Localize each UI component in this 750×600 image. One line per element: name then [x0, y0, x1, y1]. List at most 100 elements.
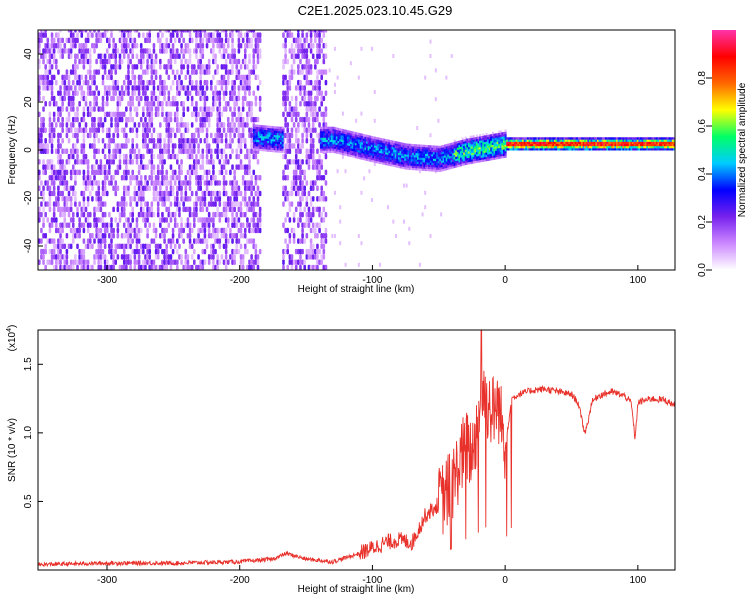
heatmap-cell [393, 153, 396, 157]
heatmap-cell [222, 42, 226, 49]
heatmap-cell [250, 138, 253, 144]
heatmap-cell [76, 90, 79, 96]
heatmap-cell [254, 148, 257, 151]
heatmap-cell [410, 154, 413, 158]
heatmap-cell [82, 111, 86, 118]
heatmap-cell [201, 111, 205, 118]
heatmap-cell [361, 157, 364, 160]
heatmap-cell [139, 42, 143, 49]
heatmap-cell [282, 174, 285, 181]
heatmap-cell [216, 138, 219, 144]
heatmap-cell [82, 211, 86, 218]
heatmap-cell [480, 135, 483, 139]
heatmap-cell [61, 122, 64, 128]
heatmap-cell [91, 180, 94, 186]
heatmap-cell [450, 164, 453, 167]
heatmap-cell [464, 162, 467, 166]
heatmap-cell [216, 148, 219, 155]
heatmap-cell [118, 58, 122, 65]
heatmap-cell [326, 128, 329, 132]
heatmap-cell [445, 148, 448, 151]
heatmap-cell [229, 58, 232, 65]
heatmap-cell [324, 180, 328, 186]
heatmap-cell [284, 116, 287, 123]
heatmap-cell [309, 201, 313, 207]
heatmap-cell [239, 201, 243, 207]
heatmap-cell [246, 148, 249, 155]
heatmap-cell [314, 30, 317, 33]
heatmap-cell [186, 95, 190, 102]
heatmap-cell [498, 147, 501, 151]
heatmap-cell [195, 159, 198, 165]
heatmap-cell [218, 132, 222, 139]
heatmap-cell [237, 190, 241, 197]
heatmap-cell [161, 101, 164, 107]
heatmap-cell [320, 233, 324, 239]
heatmap-cell [50, 32, 54, 38]
heatmap-cell [386, 139, 389, 142]
heatmap-cell [71, 132, 75, 139]
heatmap-cell [63, 148, 67, 155]
heatmap-cell [161, 111, 164, 118]
heatmap-cell [82, 64, 86, 70]
heatmap-cell [469, 140, 472, 143]
heatmap-cell [142, 111, 145, 118]
heatmap-cell [61, 222, 64, 228]
heatmap-cell [88, 111, 92, 118]
heatmap-cell [322, 243, 326, 250]
heatmap-cell [180, 190, 183, 197]
heatmap-cell [515, 148, 518, 151]
heatmap-cell [316, 243, 319, 250]
heatmap-cell [377, 143, 380, 147]
heatmap-cell [101, 254, 105, 260]
heatmap-cell [311, 53, 315, 60]
heatmap-cell [231, 180, 234, 186]
heatmap-cell [59, 143, 62, 149]
heatmap-cell [496, 156, 499, 160]
heatmap-cell [324, 126, 327, 130]
heatmap-cell [327, 146, 330, 149]
heatmap-cell [254, 143, 257, 147]
heatmap-cell [161, 264, 164, 270]
heatmap-cell [112, 64, 115, 70]
heatmap-cell [220, 138, 224, 144]
heatmap-cell [305, 106, 309, 112]
heatmap-cell [86, 111, 90, 118]
heatmap-cell [467, 153, 470, 156]
heatmap-cell [351, 139, 354, 143]
heatmap-cell [343, 142, 346, 145]
heatmap-cell [307, 190, 311, 197]
heatmap-cell [307, 159, 311, 165]
heatmap-cell [463, 158, 466, 162]
heatmap-cell [188, 211, 192, 218]
heatmap-cell [184, 122, 188, 128]
heatmap-cell [54, 148, 58, 155]
heatmap-cell [74, 174, 77, 181]
heatmap-cell [233, 201, 236, 207]
heatmap-cell [309, 95, 313, 102]
heatmap-cell [216, 132, 219, 139]
heatmap-cell [402, 142, 405, 146]
heatmap-cell [394, 154, 397, 157]
heatmap-cell [332, 144, 335, 147]
heatmap-cell [241, 174, 245, 181]
heatmap-cell [265, 140, 268, 143]
heatmap-cell [350, 143, 353, 147]
heatmap-cell [114, 53, 118, 60]
heatmap-cell [467, 144, 470, 148]
heatmap-cell [120, 254, 124, 260]
heatmap-cell [268, 125, 271, 129]
heatmap-cell [423, 149, 426, 152]
heatmap-cell [248, 79, 251, 86]
heatmap-cell [257, 144, 260, 147]
heatmap-cell [127, 254, 130, 260]
heatmap-cell [118, 64, 122, 70]
heatmap-cell [139, 85, 143, 91]
heatmap-cell [224, 206, 228, 213]
heatmap-cell [105, 143, 109, 149]
heatmap-cell [169, 254, 173, 260]
heatmap-cell [288, 190, 292, 197]
heatmap-cell [487, 134, 490, 138]
heatmap-cell [305, 153, 309, 160]
heatmap-cell [86, 196, 90, 202]
